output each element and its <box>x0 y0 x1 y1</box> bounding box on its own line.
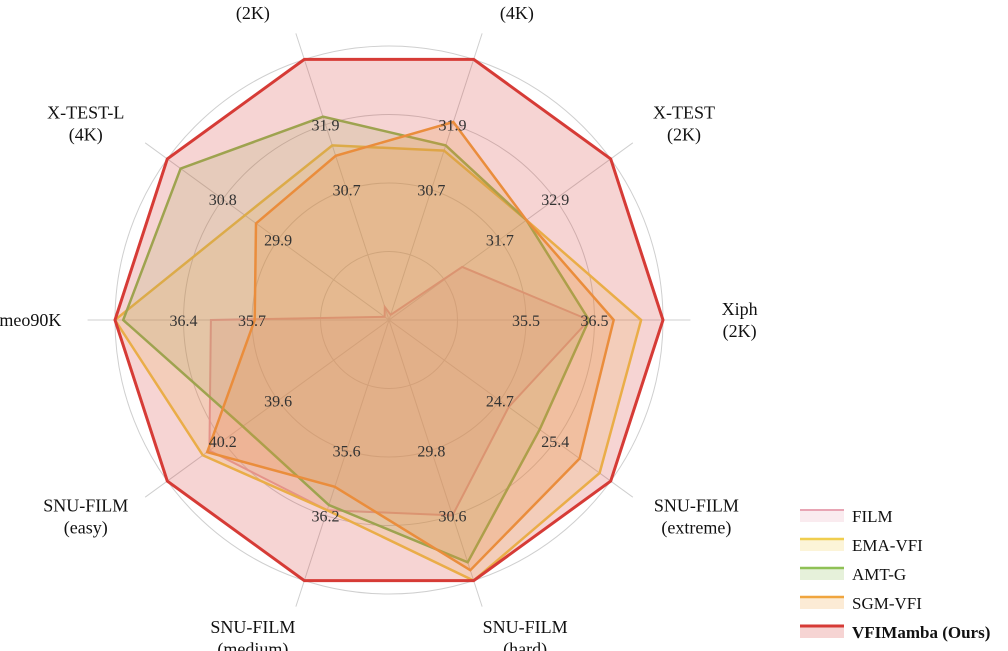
axis-line-3 <box>295 33 390 321</box>
tick-label: 29.8 <box>417 443 445 460</box>
axis-line-6 <box>144 319 390 498</box>
tick-label: 30.6 <box>439 508 467 525</box>
tick-label: 36.5 <box>581 313 609 330</box>
axis-line-8 <box>388 319 483 607</box>
axis-line-9 <box>388 319 634 498</box>
legend-swatch <box>800 539 844 551</box>
axis-line-7 <box>295 319 390 607</box>
legend-label: AMT-G <box>852 565 906 584</box>
radar-series <box>113 57 665 583</box>
axis-label: SNU-FILM (extreme) <box>654 495 739 538</box>
legend: FILM EMA-VFI AMT-G SGM-VFI VFIMamba (Ours) <box>800 507 990 642</box>
legend-swatch <box>800 626 844 638</box>
tick-label: 35.6 <box>333 443 361 460</box>
axis-line-2 <box>388 33 483 321</box>
tick-label: 36.2 <box>311 508 339 525</box>
tick-labels: 35.5 36.5 31.7 32.9 30.7 31.9 30.7 31.9 29.9 30.8… <box>170 118 609 526</box>
tick-label: 29.9 <box>264 232 292 249</box>
axis-label: SNU-FILM (medium) <box>210 617 295 651</box>
tick-label: 30.7 <box>333 183 361 200</box>
tick-label: 32.9 <box>541 192 569 209</box>
tick-label: 35.5 <box>512 313 540 330</box>
legend-entry: VFIMamba (Ours) <box>800 623 990 642</box>
tick-label: 30.8 <box>209 192 237 209</box>
series-vfimamba-ours <box>113 57 665 583</box>
legend-label: VFIMamba (Ours) <box>852 623 990 642</box>
axis-label: X-TEST-L (4K) <box>47 103 124 146</box>
legend-label: EMA-VFI <box>852 536 923 555</box>
legend-entry: EMA-VFI <box>800 536 923 555</box>
tick-label: 25.4 <box>541 434 569 451</box>
tick-label: 35.7 <box>238 313 266 330</box>
series-sgm-vfi <box>205 120 616 572</box>
axis-label: SNU-FILM (easy) <box>43 495 128 538</box>
axis-label: SNU-FILM (hard) <box>483 617 568 651</box>
legend-entry: AMT-G <box>800 565 906 584</box>
tick-label: 40.2 <box>209 434 237 451</box>
tick-label: 31.7 <box>486 232 514 249</box>
axis-label: X-TEST(4K) <box>486 0 548 24</box>
axis-line-1 <box>388 142 634 321</box>
axis-label: Xiph (2K) <box>722 299 758 342</box>
axis-label: X-TEST (2K) <box>653 103 715 146</box>
axis-label: X-TEST-L(2K) <box>214 0 291 24</box>
axis-line-4 <box>144 142 390 321</box>
tick-label: 24.7 <box>486 394 514 411</box>
legend-label: FILM <box>852 507 893 526</box>
legend-swatch <box>800 510 844 522</box>
tick-label: 30.7 <box>417 183 445 200</box>
series-amt-g <box>121 115 591 564</box>
tick-label: 31.9 <box>311 118 339 135</box>
legend-swatch <box>800 597 844 609</box>
tick-label: 36.4 <box>170 313 198 330</box>
legend-entry: FILM <box>800 507 893 526</box>
legend-label: SGM-VFI <box>852 594 922 613</box>
series-film <box>208 265 591 517</box>
tick-label: 31.9 <box>439 118 467 135</box>
tick-label: 39.6 <box>264 394 292 411</box>
axis-labels: Xiph(2K) X-TEST(2K) X-TEST(4K) X-TEST-L(2K)… <box>0 0 758 651</box>
legend-swatch <box>800 568 844 580</box>
axis-label: Vimeo90K <box>0 310 61 330</box>
legend-entry: SGM-VFI <box>800 594 922 613</box>
